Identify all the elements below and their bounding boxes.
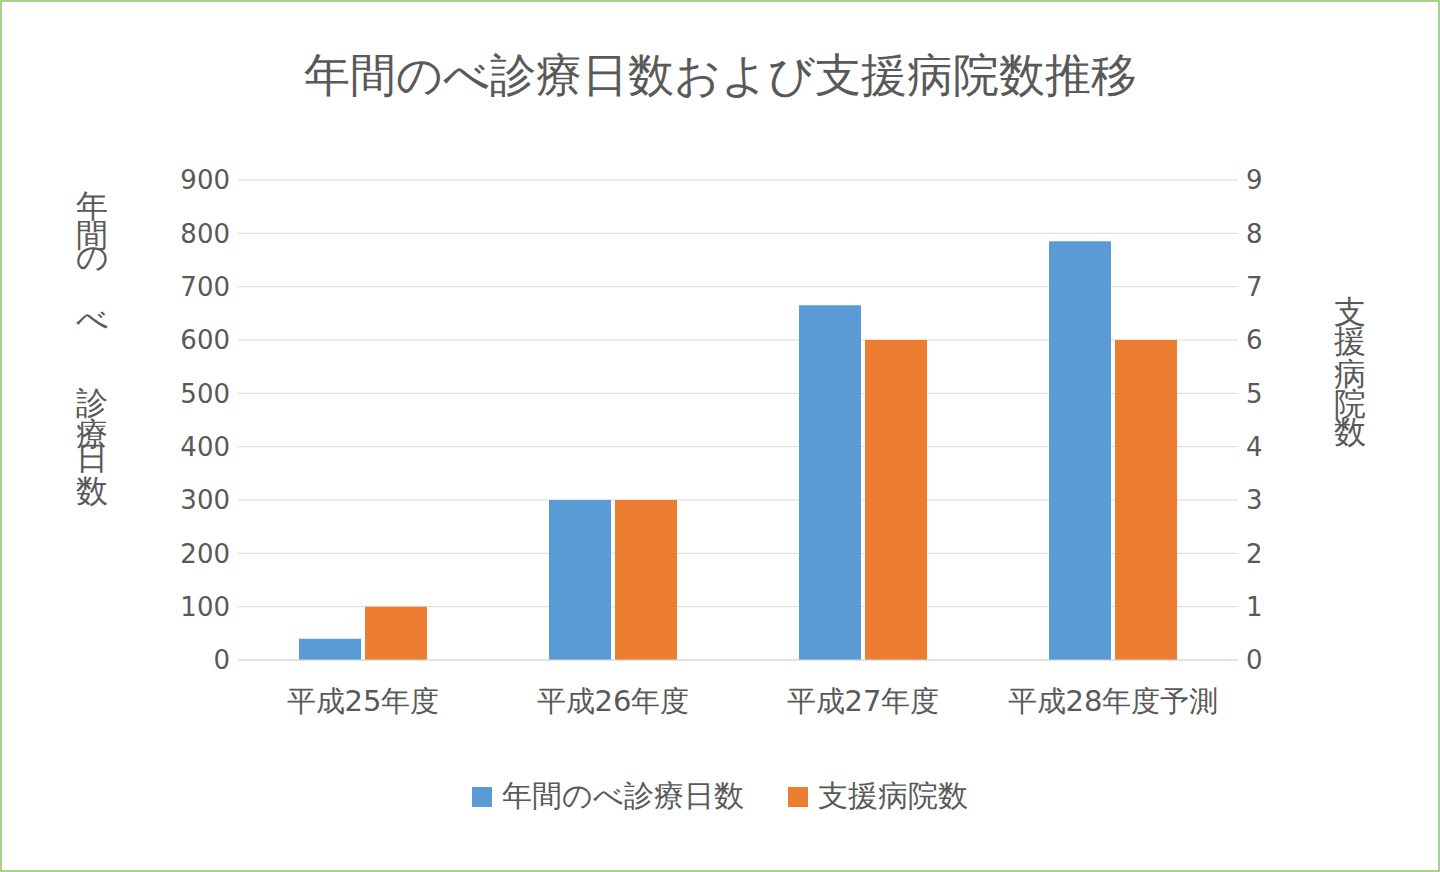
html-text:年間のべ診療日数: 年間のべ診療日数: [73, 165, 111, 482]
svg-text:500: 500: [180, 379, 230, 409]
svg-text:300: 300: [180, 485, 230, 515]
svg-text:平成27年度: 平成27年度: [787, 684, 940, 718]
svg-text:400: 400: [180, 432, 230, 462]
svg-text:900: 900: [180, 165, 230, 195]
svg-text:平成28年度予測: 平成28年度予測: [1008, 684, 1219, 718]
svg-text:200: 200: [180, 539, 230, 569]
svg-text:0: 0: [1246, 645, 1263, 675]
html-text:年間のべ診療日数および支援病院数推移: 年間のべ診療日数および支援病院数推移: [303, 48, 1137, 102]
svg-text:4: 4: [1246, 432, 1263, 462]
svg-text:3: 3: [1246, 485, 1263, 515]
svg-text:100: 100: [180, 592, 230, 622]
html-text:支援病院数: 支援病院数: [818, 778, 968, 813]
svg-text:5: 5: [1246, 379, 1263, 409]
svg-text:700: 700: [180, 272, 230, 302]
svg-text:2: 2: [1246, 539, 1263, 569]
svg-text:平成25年度: 平成25年度: [287, 684, 440, 718]
svg-text:600: 600: [180, 325, 230, 355]
svg-text:6: 6: [1246, 325, 1263, 355]
svg-text:平成26年度: 平成26年度: [537, 684, 690, 718]
html-text:年間のべ診療日数: 年間のべ診療日数: [502, 778, 744, 813]
html-text:支援病院数: 支援病院数: [1331, 270, 1369, 422]
svg-text:9: 9: [1246, 165, 1263, 195]
svg-text:1: 1: [1246, 592, 1263, 622]
svg-text:0: 0: [213, 645, 230, 675]
svg-text:7: 7: [1246, 272, 1263, 302]
svg-text:8: 8: [1246, 219, 1263, 249]
svg-text:800: 800: [180, 219, 230, 249]
